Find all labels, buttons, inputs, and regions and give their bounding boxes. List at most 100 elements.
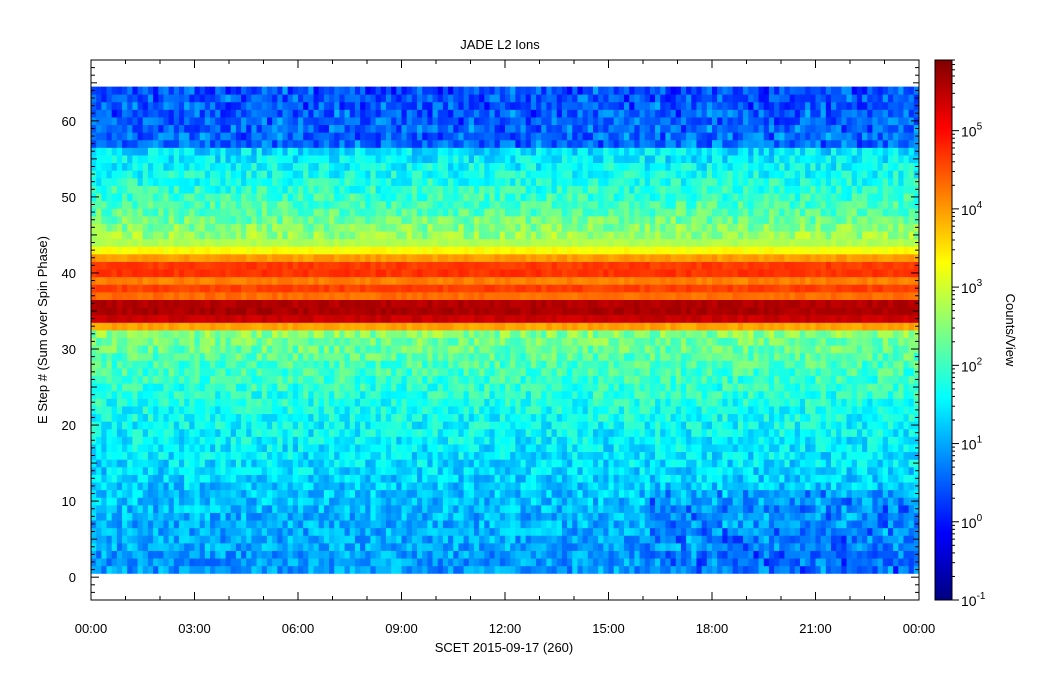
heatmap-cell (484, 345, 490, 354)
heatmap-cell (116, 147, 123, 156)
heatmap-cell (329, 124, 335, 133)
heatmap-cell (329, 413, 335, 422)
heatmap-cell (303, 269, 309, 278)
heatmap-cell (448, 428, 454, 437)
heatmap-cell (432, 238, 439, 247)
heatmap-cell (401, 489, 408, 498)
heatmap-cell (308, 360, 314, 369)
heatmap-cell (199, 307, 206, 316)
heatmap-cell (189, 177, 195, 186)
heatmap-cell (246, 231, 252, 240)
heatmap-cell (158, 291, 164, 300)
heatmap-cell (230, 436, 237, 445)
heatmap-cell (484, 307, 490, 316)
heatmap-cell (137, 558, 144, 567)
heatmap-cell (313, 155, 320, 164)
heatmap-cell (96, 550, 102, 559)
heatmap-cell (215, 238, 221, 247)
heatmap-cell (463, 489, 470, 498)
heatmap-cell (432, 436, 439, 445)
heatmap-cell (349, 200, 356, 209)
heatmap-cell (256, 421, 263, 430)
heatmap-cell (406, 535, 413, 544)
heatmap-cell (106, 558, 113, 567)
heatmap-cell (116, 466, 123, 475)
heatmap-cell (354, 162, 361, 171)
heatmap-cell (468, 322, 475, 331)
heatmap-cell (422, 223, 428, 232)
heatmap-cell (292, 527, 299, 536)
heatmap-cell (442, 269, 449, 278)
heatmap-cell (153, 139, 159, 148)
heatmap-cell (101, 86, 107, 95)
heatmap-cell (422, 444, 428, 453)
heatmap-cell (132, 535, 138, 544)
heatmap-cell (417, 208, 423, 217)
heatmap-cell (448, 170, 454, 179)
heatmap-cell (365, 223, 371, 232)
heatmap-cell (339, 451, 345, 460)
heatmap-cell (432, 330, 439, 339)
heatmap-cell (256, 223, 263, 232)
heatmap-cell (360, 436, 366, 445)
heatmap-cell (365, 246, 371, 255)
heatmap-cell (178, 322, 185, 331)
heatmap-cell (365, 238, 371, 247)
heatmap-cell (184, 383, 190, 392)
heatmap-cell (468, 558, 475, 567)
heatmap-cell (479, 147, 485, 156)
heatmap-cell (473, 208, 480, 217)
heatmap-cell (437, 375, 444, 384)
heatmap-cell (473, 162, 480, 171)
heatmap-cell (442, 200, 449, 209)
heatmap-cell (287, 375, 294, 384)
heatmap-cell (261, 436, 268, 445)
heatmap-cell (178, 215, 185, 224)
heatmap-cell (220, 200, 226, 209)
heatmap-cell (256, 269, 263, 278)
heatmap-cell (147, 246, 154, 255)
heatmap-cell (122, 238, 128, 247)
heatmap-cell (406, 200, 413, 209)
heatmap-cell (101, 451, 107, 460)
heatmap-cell (272, 504, 278, 513)
heatmap-cell (266, 527, 273, 536)
heatmap-cell (313, 162, 320, 171)
heatmap-cell (380, 208, 387, 217)
heatmap-cell (298, 330, 304, 339)
heatmap-cell (153, 314, 159, 323)
heatmap-cell (251, 253, 257, 262)
heatmap-cell (458, 451, 465, 460)
heatmap-cell (142, 299, 149, 308)
heatmap-cell (142, 124, 149, 133)
heatmap-cell (287, 421, 294, 430)
heatmap-cell (210, 269, 216, 278)
heatmap-cell (168, 253, 175, 262)
heatmap-cell (308, 185, 314, 194)
heatmap-cell (432, 170, 439, 179)
heatmap-cell (277, 421, 283, 430)
heatmap-cell (354, 368, 361, 377)
heatmap-cell (318, 421, 325, 430)
heatmap-cell (158, 86, 164, 95)
heatmap-cell (168, 208, 175, 217)
heatmap-cell (168, 200, 175, 209)
heatmap-cell (442, 444, 449, 453)
heatmap-cell (199, 177, 206, 186)
heatmap-cell (385, 444, 392, 453)
heatmap-cell (261, 558, 268, 567)
heatmap-cell (96, 466, 102, 475)
heatmap-cell (256, 117, 263, 126)
heatmap-cell (323, 542, 330, 551)
heatmap-cell (484, 200, 490, 209)
heatmap-cell (256, 352, 263, 361)
heatmap-cell (168, 261, 175, 270)
heatmap-cell (153, 474, 159, 483)
heatmap-cell (184, 193, 190, 202)
heatmap-cell (251, 352, 257, 361)
heatmap-cell (168, 185, 175, 194)
heatmap-cell (158, 421, 164, 430)
heatmap-cell (241, 527, 247, 536)
heatmap-cell (246, 238, 252, 247)
heatmap-cell (448, 276, 454, 285)
